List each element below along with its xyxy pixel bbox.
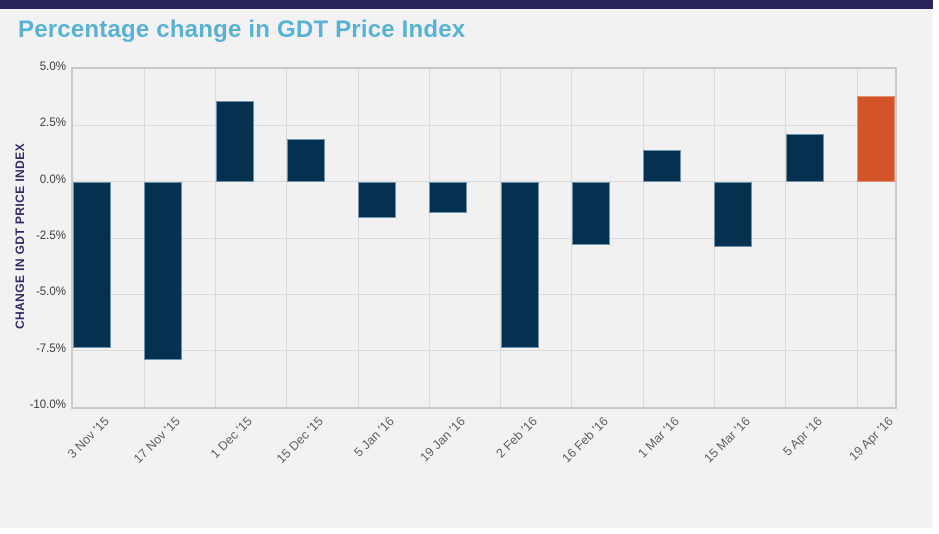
h-gridline--7.5 xyxy=(73,350,895,352)
y-tick--5.0%: -5.0% xyxy=(35,286,66,299)
y-tick-5.0%: 5.0% xyxy=(39,61,66,73)
plot-area xyxy=(71,67,897,409)
v-gridline-8 xyxy=(642,69,644,407)
v-gridline-4 xyxy=(357,69,359,407)
x-tick-15-mar-16: 15 Mar '16 xyxy=(701,414,754,466)
h-gridline--5 xyxy=(73,293,895,295)
v-gridline-11 xyxy=(856,69,858,407)
bar-1-dec-15 xyxy=(215,100,254,182)
y-tick-0.0%: 0.0% xyxy=(39,173,66,186)
bar-16-feb-16 xyxy=(571,181,610,245)
bar-17-nov-15 xyxy=(144,181,183,360)
y-tick--7.5%: -7.5% xyxy=(35,342,66,355)
h-gridline-0 xyxy=(73,181,895,183)
bar-15-mar-16 xyxy=(714,181,753,247)
bar-1-mar-16 xyxy=(643,150,682,182)
chart-title: Percentage change in GDT Price Index xyxy=(18,16,466,43)
bar-15-dec-15 xyxy=(286,138,325,182)
bar-19-jan-16 xyxy=(429,181,468,214)
bar-5-jan-16 xyxy=(358,181,397,218)
x-tick-1-mar-16: 1 Mar '16 xyxy=(635,414,683,461)
x-tick-17-nov-15: 17 Nov '15 xyxy=(131,414,184,466)
bar-5-apr-16 xyxy=(785,134,824,182)
bar-19-apr-16-highlighted xyxy=(857,96,895,182)
x-tick-5-jan-16: 5 Jan '16 xyxy=(351,414,397,460)
x-tick-2-feb-16: 2 Feb '16 xyxy=(493,414,540,461)
y-tick--2.5%: -2.5% xyxy=(35,230,66,242)
x-tick-5-apr-16: 5 Apr '16 xyxy=(780,414,825,459)
y-tick-2.5%: 2.5% xyxy=(39,117,66,130)
v-gridline-3 xyxy=(286,69,288,407)
v-gridline-5 xyxy=(428,69,430,407)
x-tick-1-dec-15: 1 Dec '15 xyxy=(207,414,255,461)
x-tick-3-nov-15: 3 Nov '15 xyxy=(64,414,112,461)
top-accent-bar xyxy=(0,0,933,9)
bar-3-nov-15 xyxy=(73,181,111,349)
v-gridline-2 xyxy=(215,69,217,407)
y-tick--10.0%: -10.0% xyxy=(29,399,66,411)
x-tick-16-feb-16: 16 Feb '16 xyxy=(559,414,611,466)
h-gridline--2.5 xyxy=(73,237,895,239)
x-tick-15-dec-15: 15 Dec '15 xyxy=(273,414,326,466)
bar-2-feb-16 xyxy=(500,181,539,349)
v-gridline-10 xyxy=(785,69,787,407)
x-tick-19-jan-16: 19 Jan '16 xyxy=(417,414,469,465)
x-tick-19-apr-16: 19 Apr '16 xyxy=(846,414,896,464)
h-gridline-2.5 xyxy=(73,124,895,126)
